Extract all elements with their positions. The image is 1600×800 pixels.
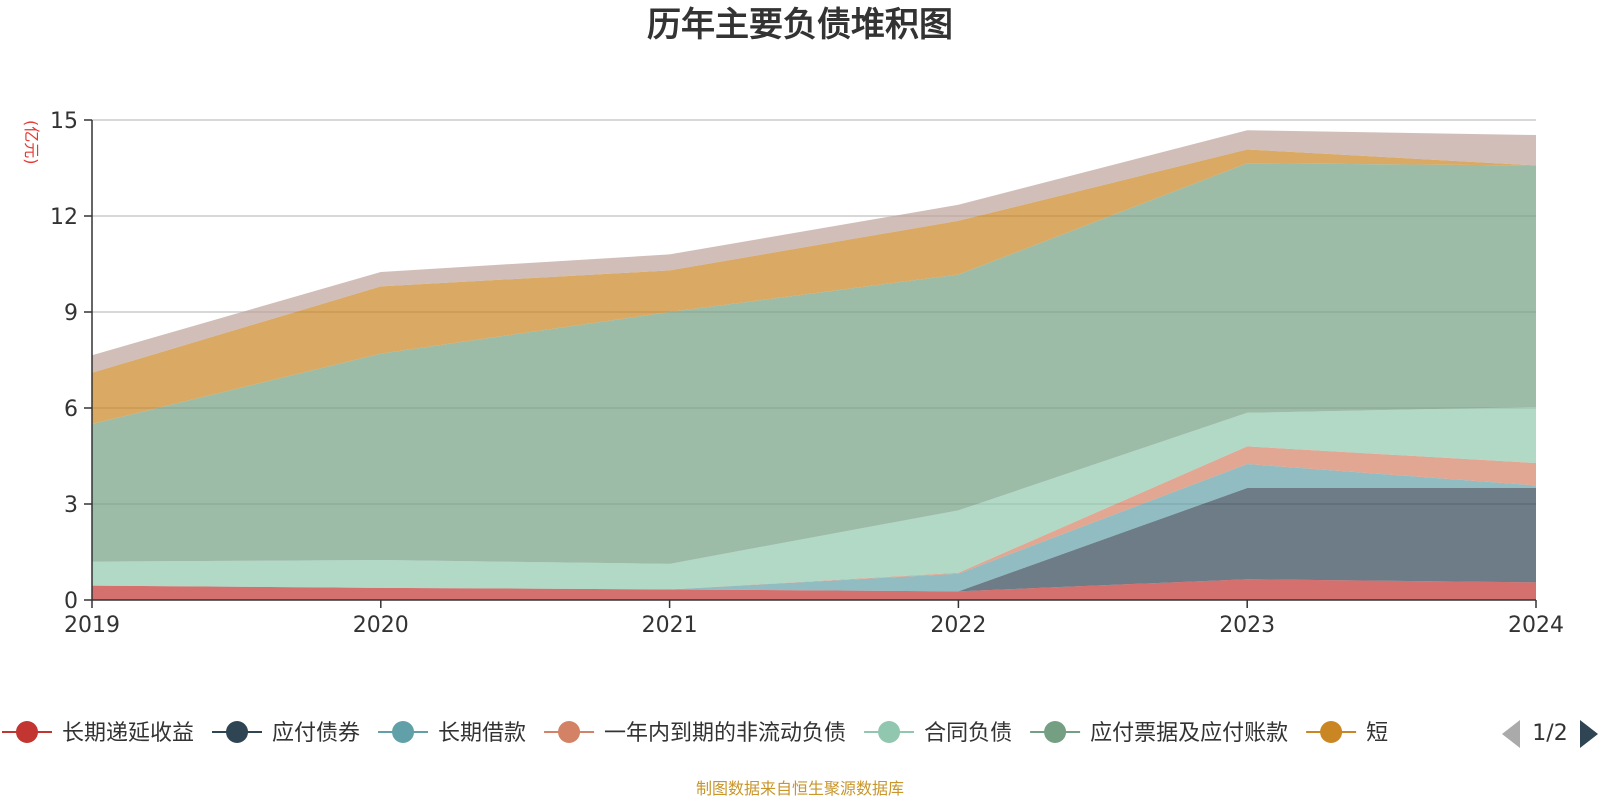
y-tick-label: 15 <box>50 109 78 134</box>
chart-title: 历年主要负债堆积图 <box>647 5 953 45</box>
legend-marker-icon <box>558 721 581 743</box>
axes: 0 3 6 9 12 15 2019 2020 2021 2022 2023 2024 <box>50 109 1564 638</box>
area-series-2 <box>92 464 1536 592</box>
legend-item[interactable]: 一年内到期的非流动负债 <box>544 721 846 746</box>
legend-label: 长期递延收益 <box>62 721 194 746</box>
legend-page-indicator: 1/2 <box>1532 721 1567 746</box>
x-tick-label: 2019 <box>64 613 120 638</box>
area-series-5 <box>92 163 1536 564</box>
legend-marker-icon <box>16 721 38 743</box>
x-tick-label: 2021 <box>642 613 698 638</box>
y-tick-label: 9 <box>64 301 78 326</box>
y-tick-label: 6 <box>64 397 78 422</box>
legend-label: 短 <box>1366 721 1388 746</box>
legend-label: 长期借款 <box>438 721 526 746</box>
x-tick-label: 2022 <box>930 613 986 638</box>
legend-item[interactable]: 长期借款 <box>378 721 526 746</box>
y-tick-label: 0 <box>64 589 78 614</box>
area-series-3 <box>92 446 1536 590</box>
area-series-0 <box>92 579 1536 600</box>
area-series-1 <box>92 488 1536 592</box>
legend: 长期递延收益 应付债券 长期借款 一年内到期的非流动负债 合同负债 应付票据及应付账款 短 1… <box>2 720 1598 748</box>
legend-marker-icon <box>392 721 415 743</box>
legend-label: 合同负债 <box>924 721 1012 746</box>
area-series-7 <box>92 130 1536 373</box>
x-tick-label: 2024 <box>1508 613 1564 638</box>
legend-item[interactable]: 合同负债 <box>864 721 1012 746</box>
area-series-group <box>92 130 1536 600</box>
x-tick-label: 2023 <box>1219 613 1275 638</box>
source-note: 制图数据来自恒生聚源数据库 <box>696 779 904 798</box>
area-series-4 <box>92 407 1536 590</box>
legend-label: 应付票据及应付账款 <box>1090 721 1288 746</box>
legend-marker-icon <box>226 721 249 743</box>
legend-marker-icon <box>1320 721 1343 743</box>
area-series-6 <box>92 149 1536 424</box>
y-tick-label: 3 <box>64 493 78 518</box>
x-tick-label: 2020 <box>353 613 409 638</box>
y-axis-unit-label: (亿元) <box>22 120 41 165</box>
legend-item[interactable]: 应付债券 <box>212 721 360 746</box>
legend-item[interactable]: 短 <box>1306 721 1388 746</box>
legend-item[interactable]: 长期递延收益 <box>2 721 194 746</box>
y-tick-label: 12 <box>50 205 78 230</box>
legend-label: 一年内到期的非流动负债 <box>604 721 846 746</box>
legend-marker-icon <box>1044 721 1067 743</box>
legend-marker-icon <box>878 721 901 743</box>
legend-pagination: 1/2 <box>1502 720 1598 748</box>
legend-next-page-icon[interactable] <box>1580 720 1598 748</box>
legend-item[interactable]: 应付票据及应付账款 <box>1030 721 1288 746</box>
legend-label: 应付债券 <box>272 721 360 746</box>
legend-prev-page-icon[interactable] <box>1502 720 1520 748</box>
